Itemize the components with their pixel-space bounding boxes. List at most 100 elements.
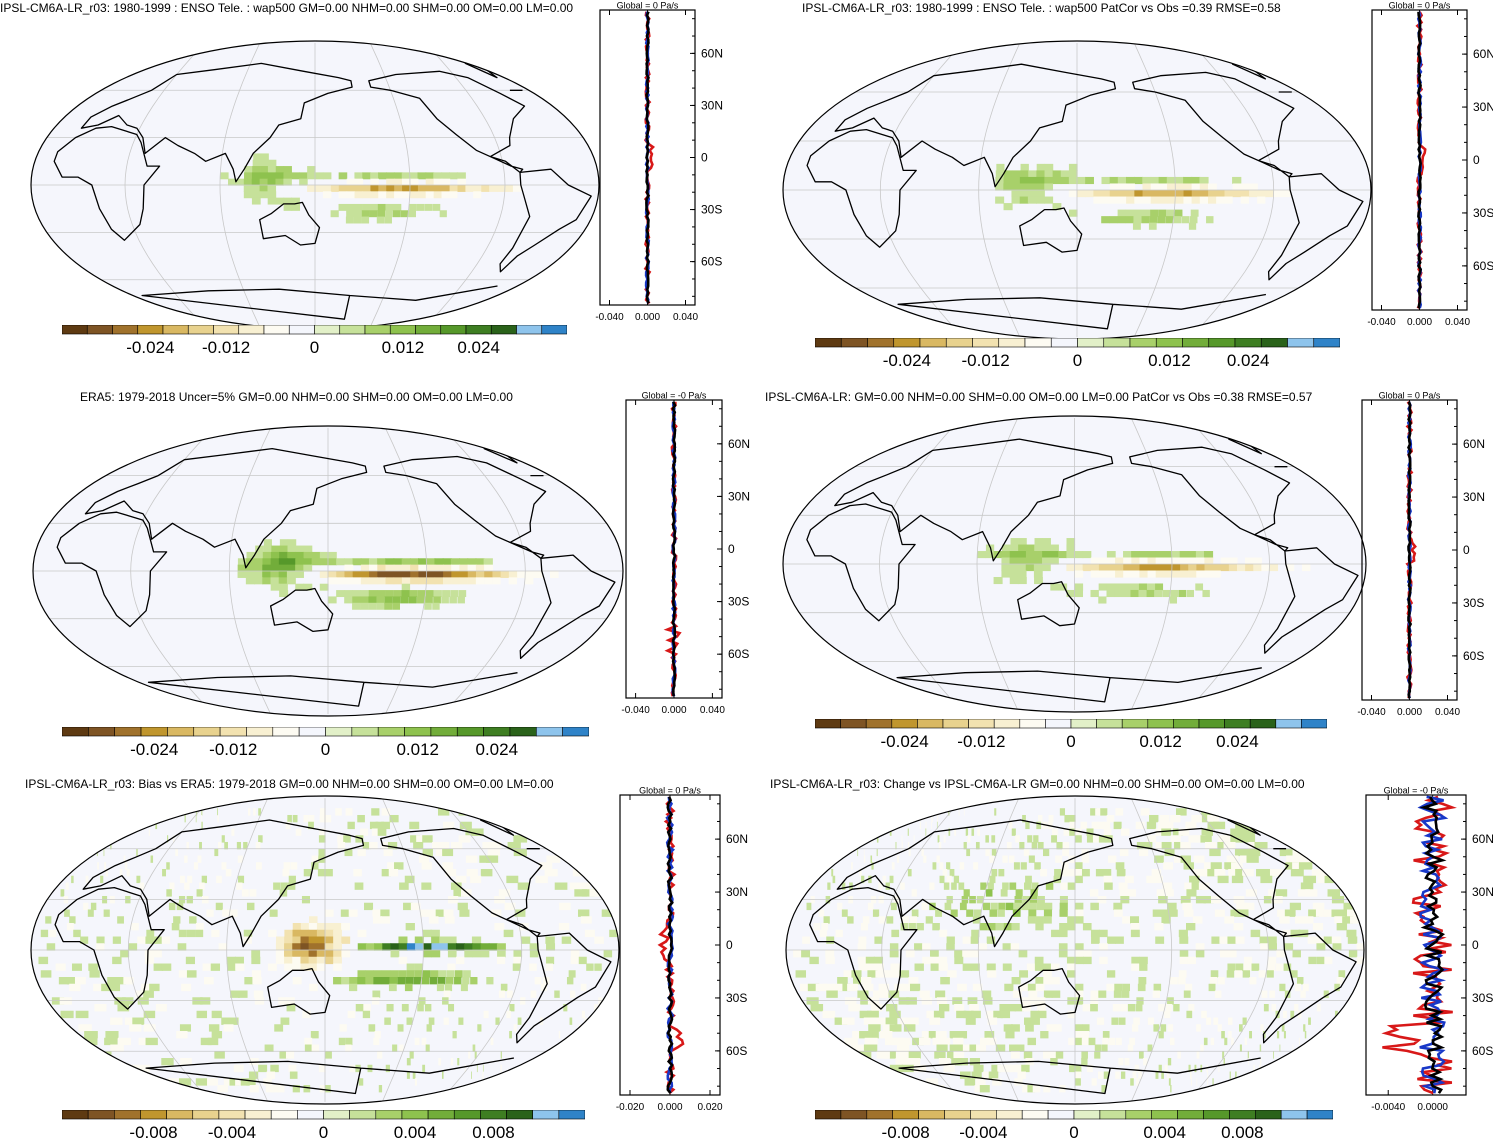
field-cell: [303, 551, 313, 559]
field-cell: [75, 1010, 89, 1019]
field-cell: [1221, 1031, 1225, 1039]
profile-line-black: [1417, 11, 1422, 309]
field-cell: [364, 902, 374, 911]
field-cell: [179, 1024, 192, 1032]
field-cell: [823, 983, 835, 992]
field-cell: [1210, 970, 1219, 978]
field-cell: [513, 835, 528, 843]
field-cell: [279, 590, 289, 598]
field-cell: [1139, 963, 1148, 971]
field-cell: [64, 909, 70, 917]
colorbar-swatch: [314, 325, 341, 335]
field-cell: [254, 558, 263, 566]
colorbar-swatch: [375, 1110, 403, 1120]
field-cell: [1159, 814, 1170, 823]
field-cell: [128, 943, 138, 951]
field-cell: [446, 970, 455, 978]
field-cell: [1042, 538, 1051, 546]
field-cell: [852, 1031, 866, 1039]
field-cell: [1191, 196, 1201, 204]
field-cell: [1023, 848, 1030, 857]
field-cell: [1142, 183, 1152, 191]
field-cell: [300, 963, 310, 971]
field-cell: [1191, 183, 1201, 191]
field-cell: [1020, 163, 1029, 171]
field-cell: [1025, 551, 1035, 559]
field-cell: [136, 848, 138, 857]
field-cell: [1104, 882, 1113, 890]
field-cell: [354, 172, 364, 180]
colorbar-swatch: [866, 1110, 893, 1120]
field-cell: [1035, 916, 1044, 924]
field-cell: [901, 835, 903, 843]
field-cell: [1102, 1031, 1110, 1039]
field-cell: [962, 950, 971, 958]
field-cell: [1012, 909, 1021, 917]
field-cell: [1218, 835, 1231, 843]
field-cell: [550, 571, 559, 578]
field-cell: [460, 983, 468, 992]
field-cell: [447, 936, 457, 944]
field-cell: [1150, 176, 1160, 185]
field-cell: [1083, 950, 1092, 958]
field-cell: [837, 977, 848, 985]
field-cell: [1115, 936, 1124, 944]
field-cell: [1003, 183, 1013, 191]
field-cell: [1040, 1031, 1049, 1039]
field-cell: [1304, 1031, 1307, 1039]
field-cell: [243, 841, 248, 850]
field-cell: [1025, 564, 1035, 572]
field-cell: [201, 875, 208, 884]
field-cell: [923, 855, 927, 863]
field-cell: [799, 983, 812, 992]
field-cell: [341, 977, 350, 985]
field-cell: [352, 571, 362, 578]
field-cell: [1035, 983, 1045, 992]
field-cell: [1030, 1010, 1040, 1019]
colorbar-swatch: [404, 727, 432, 737]
field-cell: [333, 963, 342, 971]
field-cell: [1116, 868, 1126, 877]
field-cell: [987, 882, 994, 890]
field-cell: [442, 577, 452, 585]
field-cell: [381, 868, 391, 877]
field-cell: [990, 902, 998, 911]
field-cell: [1091, 821, 1099, 830]
field-cell: [410, 577, 419, 585]
field-cell: [1183, 183, 1193, 191]
field-cell: [149, 983, 160, 992]
colorbar-swatch: [1103, 338, 1131, 348]
field-cell: [558, 922, 570, 931]
field-cell: [480, 868, 493, 877]
field-cell: [1058, 583, 1068, 591]
field-cell: [1115, 564, 1124, 572]
field-cell: [1311, 868, 1326, 877]
colorbar-swatch: [509, 727, 537, 737]
field-cell: [1292, 1044, 1294, 1052]
field-cell: [1169, 1037, 1175, 1046]
colorbar-swatch: [480, 1110, 507, 1120]
profile-lat-label: 30N: [728, 489, 750, 503]
colorbar-swatch: [1254, 1110, 1282, 1120]
field-cell: [137, 936, 146, 944]
field-cell: [991, 835, 996, 843]
field-cell: [1068, 190, 1078, 198]
field-cell: [394, 191, 403, 199]
field-cell: [1223, 1058, 1225, 1066]
field-cell: [930, 963, 940, 971]
field-cell: [185, 956, 196, 965]
field-cell: [954, 1004, 965, 1012]
field-cell: [1297, 841, 1313, 850]
field-cell: [938, 1058, 951, 1066]
field-cell: [1260, 943, 1269, 951]
coast-americasN: [1129, 827, 1289, 938]
field-cell: [267, 166, 277, 173]
field-cell: [110, 841, 112, 850]
field-cell: [1095, 808, 1103, 816]
field-cell: [546, 943, 556, 951]
field-cell: [179, 875, 185, 884]
field-cell: [1254, 841, 1268, 850]
field-cell: [442, 564, 452, 572]
coast-americasN: [1129, 446, 1291, 552]
field-cell: [1292, 862, 1306, 870]
